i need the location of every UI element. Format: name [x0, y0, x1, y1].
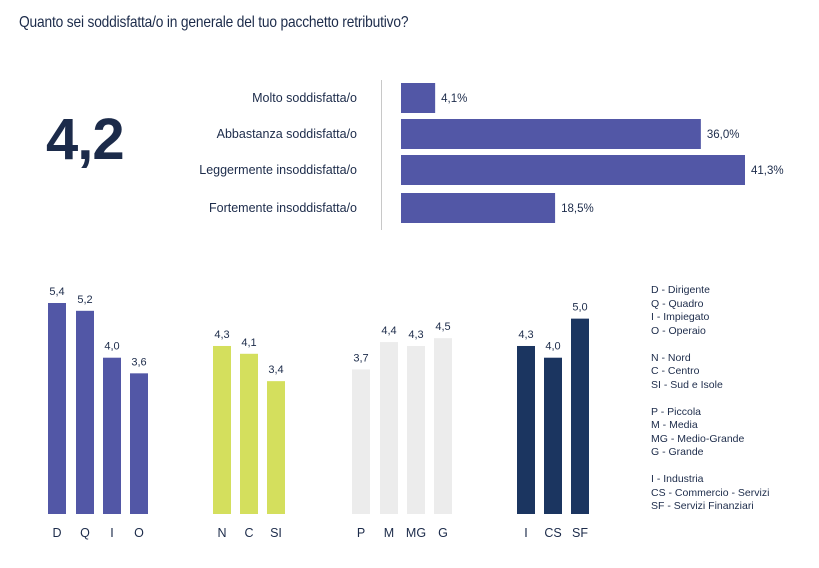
- sector-bar: [544, 357, 562, 514]
- bar-category-label: Molto soddisfatta/o: [252, 91, 357, 105]
- area-value-label: 4,3: [214, 329, 229, 341]
- legend-entry: M - Media: [651, 419, 698, 431]
- role-value-label: 5,4: [49, 286, 64, 298]
- legend-entry: D - Dirigente: [651, 284, 710, 296]
- satisfaction-bar-chart: Molto soddisfatta/o 4,1% Abbastanza soddis…: [199, 83, 784, 223]
- area-bar: [267, 381, 285, 514]
- bar-category-label: Abbastanza soddisfatta/o: [217, 127, 357, 141]
- bar-value-label: 18,5%: [561, 203, 594, 215]
- role-bar: [103, 357, 121, 514]
- role-category-label: I: [110, 526, 113, 540]
- legend-group: P - Piccola M - Media MG - Medio-Grande G -…: [651, 406, 769, 460]
- role-bar: [130, 373, 148, 514]
- legend-entry: P - Piccola: [651, 405, 701, 418]
- sector-value-label: 5,0: [572, 302, 587, 314]
- role-category-label: Q: [80, 526, 90, 540]
- company-size-value-label: 3,7: [353, 352, 368, 364]
- satisfaction-bar: [401, 119, 701, 149]
- legend-entry: Q - Quadro: [651, 297, 704, 310]
- legend-entry: N - Nord: [651, 351, 691, 364]
- role-category-label: D: [52, 526, 61, 540]
- role-value-label: 5,2: [77, 294, 92, 306]
- legend-group: D - Dirigente Q - Quadro I - Impiegato O - …: [651, 284, 769, 338]
- area-category-label: N: [217, 526, 226, 540]
- sector-value-label: 4,0: [545, 341, 560, 353]
- legend-entry: SI - Sud e Isole: [651, 378, 723, 391]
- sector-category-label: CS: [544, 526, 561, 540]
- area-category-label: C: [244, 526, 253, 540]
- chart-title: Quanto sei soddisfatta/o in generale del…: [19, 14, 409, 31]
- satisfaction-bar: [401, 155, 745, 185]
- sector-category-label: SF: [572, 526, 588, 540]
- legend-entry: CS - Commercio - Servizi: [651, 486, 770, 499]
- company-size-value-label: 4,3: [408, 329, 423, 341]
- company-size-bar: [380, 342, 398, 514]
- bar-value-label: 41,3%: [751, 165, 784, 177]
- sector-value-label: 4,3: [518, 329, 533, 341]
- legend-entry: SF - Servizi Finanziari: [651, 500, 754, 512]
- role-value-label: 4,0: [104, 341, 119, 353]
- divider: [381, 80, 382, 230]
- bar-value-label: 4,1%: [441, 93, 467, 105]
- area-value-label: 3,4: [268, 364, 283, 376]
- sector-bar: [517, 345, 535, 514]
- area-bar: [213, 345, 231, 514]
- role-value-label: 3,6: [131, 356, 146, 368]
- area-value-label: 4,1: [241, 337, 256, 349]
- satisfaction-bar: [401, 83, 436, 113]
- legend: D - Dirigente Q - Quadro I - Impiegato O - …: [651, 284, 769, 527]
- satisfaction-bar: [401, 193, 556, 223]
- legend-entry: O - Operaio: [651, 324, 706, 337]
- company-size-value-label: 4,5: [435, 321, 450, 333]
- company-size-category-label: MG: [406, 526, 426, 540]
- legend-entry: G - Grande: [651, 446, 704, 458]
- bar-category-label: Leggermente insoddisfatta/o: [199, 163, 357, 177]
- sector-category-label: I: [524, 526, 527, 540]
- average-score: 4,2: [46, 107, 125, 172]
- company-size-category-label: P: [357, 526, 365, 540]
- sector-bar: [571, 318, 589, 514]
- company-size-category-label: M: [384, 526, 394, 540]
- area-bar: [240, 353, 258, 514]
- company-size-bar: [434, 338, 452, 514]
- legend-entry: C - Centro: [651, 365, 700, 377]
- legend-group: I - Industria CS - Commercio - Servizi SF …: [651, 473, 769, 514]
- role-bar: [48, 303, 66, 514]
- company-size-value-label: 4,4: [381, 325, 396, 337]
- role-category-label: O: [134, 526, 144, 540]
- bar-value-label: 36,0%: [707, 129, 740, 141]
- bar-category-label: Fortemente insoddisfatta/o: [209, 201, 357, 215]
- company-size-bar: [352, 369, 370, 514]
- company-size-category-label: G: [438, 526, 448, 540]
- area-category-label: SI: [270, 526, 282, 540]
- legend-entry: MG - Medio-Grande: [651, 432, 745, 445]
- company-size-bar: [407, 345, 425, 514]
- legend-entry: I - Impiegato: [651, 311, 710, 323]
- legend-entry: I - Industria: [651, 473, 704, 485]
- role-bar: [76, 310, 94, 514]
- legend-group: N - Nord C - Centro SI - Sud e Isole: [651, 352, 769, 393]
